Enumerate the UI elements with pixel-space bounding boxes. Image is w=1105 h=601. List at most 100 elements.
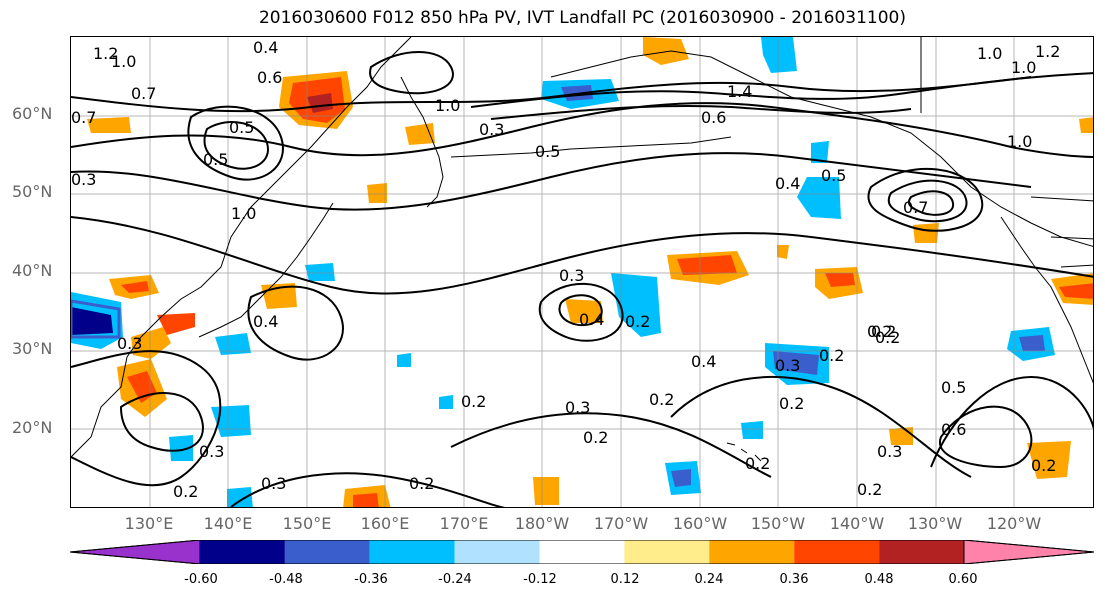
japan-coast [198, 202, 334, 338]
contour-label: 1.2 [1035, 42, 1060, 61]
colorbar-extend-low [70, 540, 201, 564]
contour-line [907, 190, 955, 216]
colorbar-segment [539, 540, 625, 564]
shade-patch [773, 351, 819, 375]
colorbar-tick-label: -0.24 [438, 572, 472, 587]
contour-line [230, 472, 506, 507]
contour-label: 0.5 [203, 150, 228, 169]
shade-patch [565, 299, 603, 323]
shade-patch [825, 273, 855, 287]
contour-label: 1.0 [111, 52, 136, 71]
contour-label: 0.2 [461, 392, 486, 411]
shade-patch [741, 421, 763, 439]
shade-patch [611, 273, 661, 337]
shade-patch [439, 395, 453, 409]
shade-patch [405, 123, 435, 145]
contour-label: 0.2 [409, 474, 434, 493]
shade-patch [1019, 335, 1045, 351]
shade-patch [71, 299, 121, 339]
shade-patch [87, 117, 131, 133]
shade-patch [533, 477, 559, 505]
contour-label: 0.2 [857, 480, 882, 499]
contour-label: 0.4 [691, 352, 716, 371]
contour-line [670, 376, 972, 478]
contour-label: 0.3 [877, 442, 902, 461]
colorbar-extend-high [963, 540, 1094, 564]
contour-label: 0.2 [173, 482, 198, 501]
colorbar-segment [794, 540, 880, 564]
contour-line [119, 392, 204, 452]
colorbar-tick-label: -0.36 [354, 572, 388, 587]
contour-label: 1.0 [1007, 132, 1032, 151]
shade-patch [211, 405, 251, 437]
contour-line [247, 285, 344, 361]
contour-label: 1.4 [727, 82, 752, 101]
lat-label-60n: 60°N [12, 104, 53, 123]
contour-label: 1.0 [977, 44, 1002, 63]
contour-label: 0.2 [1031, 456, 1056, 475]
contour-label: 1.0 [435, 96, 460, 115]
lon-label-140w: 140°W [829, 514, 885, 533]
lat-label-30n: 30°N [12, 339, 53, 358]
contour-label: 0.2 [625, 312, 650, 331]
contour-label: 0.3 [775, 356, 800, 375]
shade-patch [121, 281, 149, 293]
contour-lines [71, 51, 1093, 507]
shade-patch [761, 37, 797, 73]
contour-label: 0.2 [819, 346, 844, 365]
shade-patch [1079, 117, 1093, 133]
contour-label: 0.4 [579, 310, 604, 329]
shade-patch [227, 487, 253, 507]
contour-label: 0.2 [867, 322, 892, 341]
lon-label-170e: 170°E [439, 514, 489, 533]
shade-patch [677, 255, 737, 275]
contour-line [490, 104, 912, 120]
colorbar-tick-label: -0.12 [523, 572, 557, 587]
contour-line [470, 72, 1093, 108]
colorbar [70, 540, 1094, 564]
contour-label: 0.6 [257, 68, 282, 87]
contour-label: 0.7 [131, 84, 156, 103]
contour-line [867, 167, 984, 232]
colorbar-tick-label: -0.60 [184, 572, 218, 587]
map-canvas: 1.2 1.0 0.7 0.4 0.6 0.7 0.5 0.3 1.0 0.5 … [71, 37, 1093, 507]
graticule [71, 37, 1093, 507]
colorbar-tick-label: -0.48 [269, 572, 303, 587]
contour-label: 0.3 [199, 442, 224, 461]
lon-label-160w: 160°W [672, 514, 728, 533]
contour-label: 0.5 [821, 166, 846, 185]
contour-label: 0.2 [745, 454, 770, 473]
contour-label: 0.5 [535, 142, 560, 161]
shade-patch [71, 307, 113, 335]
shade-patch [797, 177, 841, 219]
contour-line [938, 405, 1033, 469]
kamchatka-coast [400, 76, 444, 208]
colorbar-tick-label: 0.24 [694, 572, 724, 587]
lon-label-150e: 150°E [282, 514, 332, 533]
lon-label-160e: 160°E [360, 514, 410, 533]
shade-patch [811, 141, 829, 163]
contour-label: 1.0 [1011, 58, 1036, 77]
shade-patch [215, 333, 251, 355]
lon-label-180w: 180°W [514, 514, 570, 533]
shade-patch [1059, 283, 1093, 299]
na-west-coast [1000, 216, 1093, 384]
lon-label-150w: 150°W [750, 514, 806, 533]
shading-layer [71, 37, 1093, 507]
map-title: 2016030600 F012 850 hPa PV, IVT Landfall… [258, 8, 906, 28]
contour-line [369, 51, 454, 95]
shade-patch [307, 93, 333, 113]
contour-label: 0.3 [261, 474, 286, 493]
contour-label: 0.2 [649, 390, 674, 409]
contour-label: 0.3 [565, 398, 590, 417]
lat-label-20n: 20°N [12, 418, 53, 437]
contour-label: 0.3 [559, 266, 584, 285]
contour-line [930, 375, 1093, 468]
shade-patch [169, 435, 193, 461]
contour-label: 1.0 [231, 204, 256, 223]
colorbar-tick-label: 0.48 [864, 572, 894, 587]
lat-label-40n: 40°N [12, 261, 53, 280]
shade-patch [913, 223, 939, 243]
lon-label-120w: 120°W [986, 514, 1042, 533]
contour-label: 0.6 [701, 108, 726, 127]
